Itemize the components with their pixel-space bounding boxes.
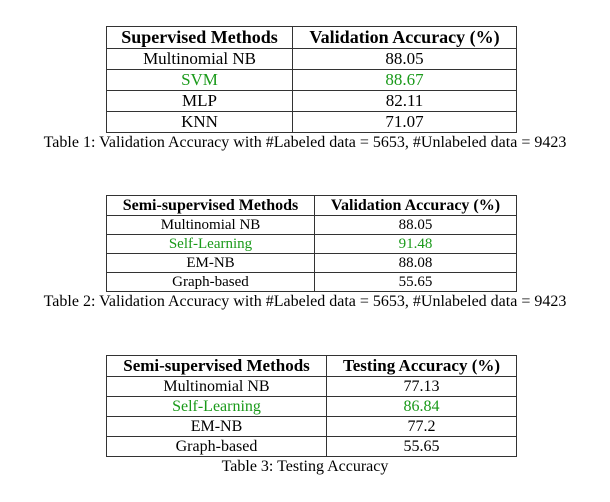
column-header-method: Supervised Methods xyxy=(106,26,293,49)
method-cell: Multinomial NB xyxy=(106,48,293,70)
accuracy-cell: 91.48 xyxy=(314,234,517,254)
accuracy-cell: 77.13 xyxy=(326,376,517,397)
method-cell: KNN xyxy=(106,111,293,133)
method-cell: Graph-based xyxy=(106,436,327,457)
accuracy-cell: 86.84 xyxy=(326,396,517,417)
accuracy-cell: 55.65 xyxy=(314,272,517,292)
column-header-accuracy: Testing Accuracy (%) xyxy=(326,355,517,377)
table-row-highlighted: SVM 88.67 xyxy=(106,69,517,91)
method-cell: Multinomial NB xyxy=(106,215,315,235)
accuracy-cell: 88.05 xyxy=(314,215,517,235)
column-header-method: Semi-supervised Methods xyxy=(106,355,327,377)
column-header-accuracy: Validation Accuracy (%) xyxy=(292,26,517,49)
table-row: Multinomial NB 88.05 xyxy=(106,48,517,70)
accuracy-cell: 88.67 xyxy=(292,69,517,91)
method-cell: Multinomial NB xyxy=(106,376,327,397)
table-header-row: Supervised Methods Validation Accuracy (… xyxy=(106,26,517,49)
method-cell: MLP xyxy=(106,90,293,112)
table-3: Semi-supervised Methods Testing Accuracy… xyxy=(106,355,517,457)
accuracy-cell: 77.2 xyxy=(326,416,517,437)
accuracy-cell: 88.08 xyxy=(314,253,517,273)
accuracy-cell: 71.07 xyxy=(292,111,517,133)
table-row-highlighted: Self-Learning 86.84 xyxy=(106,396,517,417)
method-cell: EM-NB xyxy=(106,253,315,273)
method-cell: SVM xyxy=(106,69,293,91)
table-header-row: Semi-supervised Methods Validation Accur… xyxy=(106,195,517,216)
table-row: EM-NB 88.08 xyxy=(106,253,517,273)
table-row: EM-NB 77.2 xyxy=(106,416,517,437)
table-row-highlighted: Self-Learning 91.48 xyxy=(106,234,517,254)
column-header-accuracy: Validation Accuracy (%) xyxy=(314,195,517,216)
accuracy-cell: 88.05 xyxy=(292,48,517,70)
table-row: Graph-based 55.65 xyxy=(106,436,517,457)
table-header-row: Semi-supervised Methods Testing Accuracy… xyxy=(106,355,517,377)
method-cell: Self-Learning xyxy=(106,396,327,417)
accuracy-cell: 55.65 xyxy=(326,436,517,457)
table-1-caption: Table 1: Validation Accuracy with #Label… xyxy=(43,134,567,151)
accuracy-cell: 82.11 xyxy=(292,90,517,112)
table-3-caption: Table 3: Testing Accuracy xyxy=(221,458,389,475)
table-row: Multinomial NB 77.13 xyxy=(106,376,517,397)
table-row: Multinomial NB 88.05 xyxy=(106,215,517,235)
table-1: Supervised Methods Validation Accuracy (… xyxy=(106,26,517,133)
method-cell: EM-NB xyxy=(106,416,327,437)
method-cell: Graph-based xyxy=(106,272,315,292)
table-2: Semi-supervised Methods Validation Accur… xyxy=(106,195,517,292)
table-row: KNN 71.07 xyxy=(106,111,517,133)
table-row: MLP 82.11 xyxy=(106,90,517,112)
column-header-method: Semi-supervised Methods xyxy=(106,195,315,216)
table-row: Graph-based 55.65 xyxy=(106,272,517,292)
table-2-caption: Table 2: Validation Accuracy with #Label… xyxy=(43,293,567,310)
method-cell: Self-Learning xyxy=(106,234,315,254)
